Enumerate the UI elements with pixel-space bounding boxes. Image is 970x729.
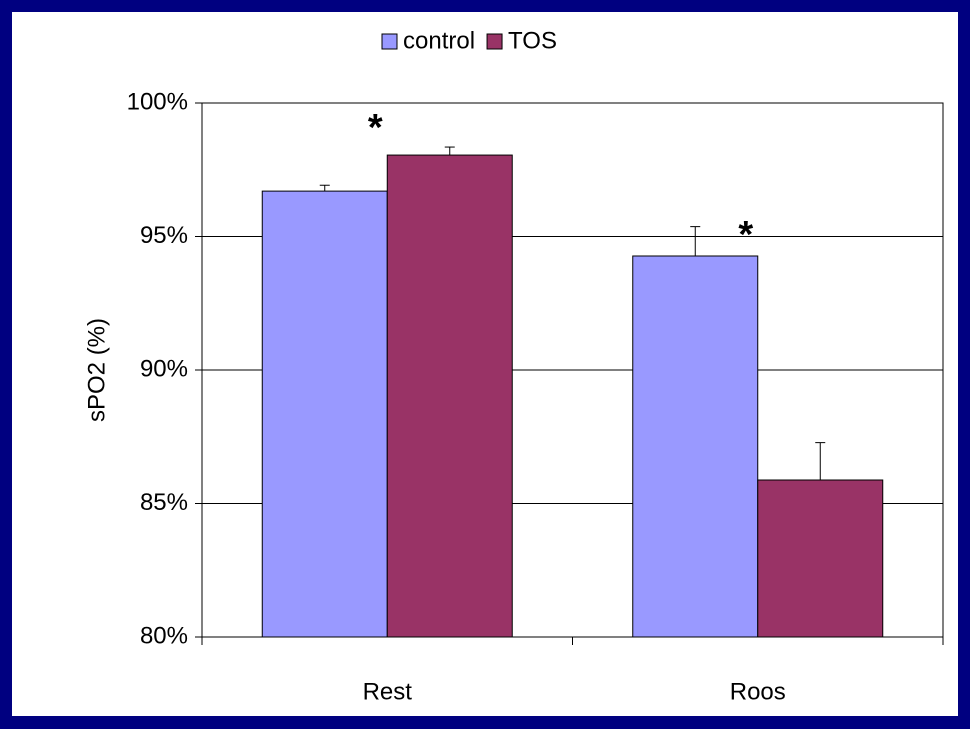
annotation: * [368,107,383,149]
bar [261,190,388,638]
x-tick-label: Roos [730,678,786,705]
y-tick-label: 95% [140,222,188,249]
y-axis-label: sPO2 (%) [83,318,110,422]
legend-swatch [486,33,503,50]
legend-swatch [381,33,398,50]
bar [757,479,884,638]
y-tick-label: 100% [127,88,188,115]
y-tick-label: 90% [140,355,188,382]
y-tick-label: 80% [140,622,188,649]
legend-label: control [403,27,475,54]
y-tick-label: 85% [140,489,188,516]
bar [386,154,513,638]
annotation: * [738,214,753,256]
legend-label: TOS [508,27,557,54]
x-tick-label: Rest [363,678,413,705]
bar [632,255,759,638]
